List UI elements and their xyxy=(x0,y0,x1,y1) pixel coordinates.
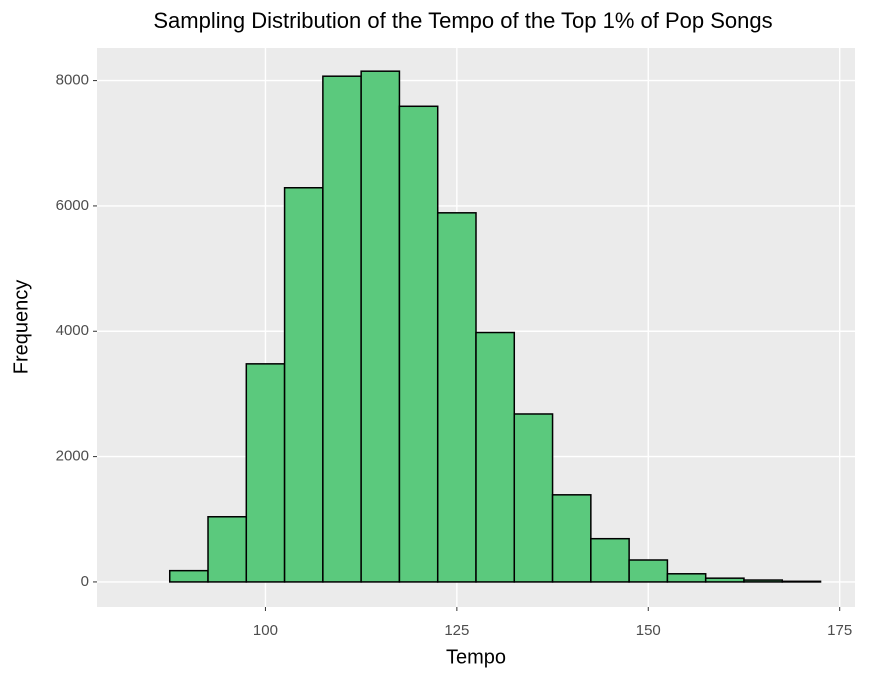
y-tick-label: 0 xyxy=(81,573,89,590)
y-axis-label: Frequency xyxy=(10,280,32,375)
x-tick-label: 175 xyxy=(827,622,852,639)
histogram-bar xyxy=(245,363,286,583)
histogram-bar xyxy=(513,413,554,583)
histogram-bar xyxy=(398,105,439,583)
histogram-bar xyxy=(781,580,822,583)
histogram-bar xyxy=(743,579,784,583)
histogram-bar xyxy=(436,212,477,583)
chart-title: Sampling Distribution of the Tempo of th… xyxy=(153,8,772,33)
y-tick-label: 4000 xyxy=(56,322,89,339)
histogram-bar xyxy=(360,70,401,583)
histogram-bar xyxy=(704,577,745,583)
x-tick-label: 125 xyxy=(444,622,469,639)
histogram-bar xyxy=(283,187,324,583)
histogram-bar xyxy=(666,573,707,583)
x-axis-label: Tempo xyxy=(446,646,506,668)
histogram-bar xyxy=(628,559,669,583)
x-tick-label: 100 xyxy=(253,622,278,639)
histogram-bar xyxy=(207,516,248,583)
histogram-bar xyxy=(475,331,516,583)
y-tick-label: 8000 xyxy=(56,72,89,89)
y-tick-label: 6000 xyxy=(56,197,89,214)
histogram-bar xyxy=(590,537,630,583)
x-tick-label: 150 xyxy=(636,622,661,639)
histogram-bar xyxy=(551,494,592,583)
histogram-bar xyxy=(168,569,209,583)
y-tick-label: 2000 xyxy=(56,448,89,465)
histogram-bar xyxy=(322,75,362,583)
